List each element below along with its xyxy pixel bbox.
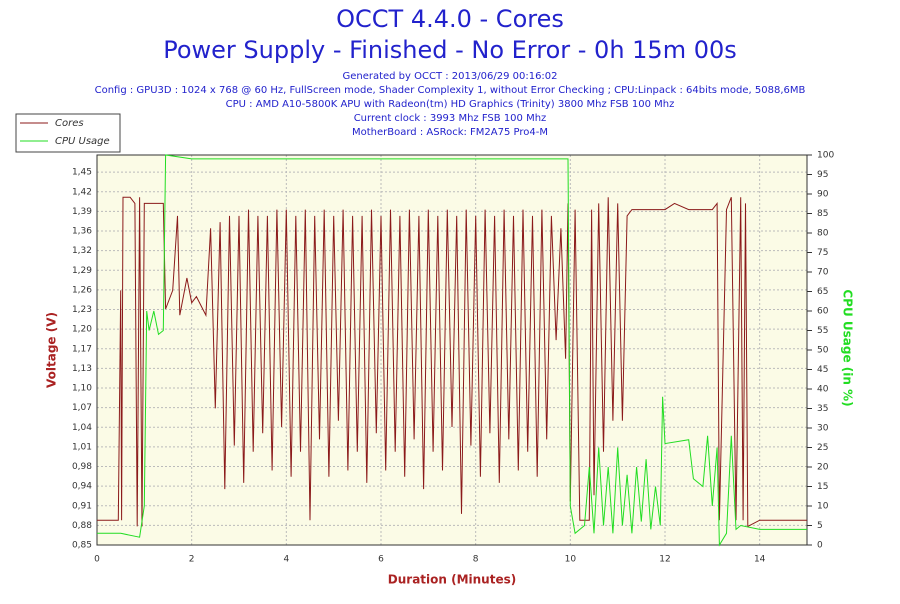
y-tick-label: 1,45 bbox=[72, 168, 92, 178]
y2-tick-label: 100 bbox=[817, 151, 834, 161]
plot-area bbox=[97, 155, 807, 545]
y2-tick-label: 35 bbox=[817, 404, 828, 414]
y2-tick-label: 55 bbox=[817, 326, 828, 336]
y2-tick-label: 25 bbox=[817, 443, 828, 453]
y-tick-label: 1,07 bbox=[72, 403, 92, 413]
y2-tick-label: 10 bbox=[817, 502, 829, 512]
x-tick-label: 14 bbox=[754, 555, 766, 565]
y2-tick-label: 45 bbox=[817, 365, 828, 375]
y-tick-label: 1,36 bbox=[72, 227, 92, 237]
y-tick-label: 1,10 bbox=[72, 384, 92, 394]
y-tick-label: 1,29 bbox=[72, 266, 92, 276]
x-tick-label: 8 bbox=[473, 555, 479, 565]
y-tick-label: 0,94 bbox=[72, 482, 92, 492]
y2-tick-label: 95 bbox=[817, 170, 828, 180]
y-tick-label: 0,88 bbox=[72, 521, 92, 531]
y2-tick-label: 85 bbox=[817, 209, 828, 219]
y2-tick-label: 65 bbox=[817, 287, 828, 297]
x-tick-label: 12 bbox=[659, 555, 670, 565]
info-line: Config : GPU3D : 1024 x 768 @ 60 Hz, Ful… bbox=[95, 85, 806, 96]
y2-tick-label: 70 bbox=[817, 268, 829, 278]
chart-subtitle: Power Supply - Finished - No Error - 0h … bbox=[163, 36, 737, 64]
y-tick-label: 1,26 bbox=[72, 285, 92, 295]
y-tick-label: 1,20 bbox=[72, 325, 92, 335]
y2-tick-label: 50 bbox=[817, 346, 829, 356]
y2-tick-label: 40 bbox=[817, 385, 829, 395]
y2-tick-label: 60 bbox=[817, 307, 829, 317]
y2-tick-label: 75 bbox=[817, 248, 828, 258]
plot-frame bbox=[96, 154, 808, 546]
legend-label: Cores bbox=[55, 118, 84, 129]
x-tick-label: 0 bbox=[94, 555, 100, 565]
legend bbox=[15, 113, 121, 153]
y-tick-label: 1,23 bbox=[72, 305, 92, 315]
y-tick-label: 1,01 bbox=[72, 442, 92, 452]
x-tick-label: 2 bbox=[189, 555, 195, 565]
y-tick-label: 1,17 bbox=[72, 344, 92, 354]
y2-tick-label: 90 bbox=[817, 190, 829, 200]
x-tick-label: 10 bbox=[565, 555, 577, 565]
y-tick-label: 1,32 bbox=[72, 246, 92, 256]
y-tick-label: 0,91 bbox=[72, 501, 92, 511]
data-line bbox=[97, 196, 807, 528]
y2-tick-label: 5 bbox=[817, 521, 823, 531]
y-tick-label: 1,39 bbox=[72, 207, 92, 217]
legend-label: CPU Usage bbox=[55, 136, 110, 147]
y2-tick-label: 20 bbox=[817, 463, 829, 473]
y-axis-label: Voltage (V) bbox=[45, 312, 59, 388]
x-tick-label: 4 bbox=[283, 555, 289, 565]
info-line: Current clock : 3993 Mhz FSB 100 Mhz bbox=[354, 113, 547, 124]
y2-tick-label: 30 bbox=[817, 424, 829, 434]
x-tick-label: 6 bbox=[378, 555, 384, 565]
y-tick-label: 0,98 bbox=[72, 462, 92, 472]
x-axis-label: Duration (Minutes) bbox=[388, 573, 516, 587]
y2-axis-label: CPU Usage (in %) bbox=[841, 289, 855, 406]
y2-tick-label: 80 bbox=[817, 229, 829, 239]
y-tick-label: 1,42 bbox=[72, 187, 92, 197]
info-line: CPU : AMD A10-5800K APU with Radeon(tm) … bbox=[226, 99, 675, 110]
y2-tick-label: 15 bbox=[817, 482, 828, 492]
y2-tick-label: 0 bbox=[817, 541, 823, 551]
data-line bbox=[97, 154, 807, 547]
chart-title: OCCT 4.4.0 - Cores bbox=[336, 5, 564, 33]
info-line: Generated by OCCT : 2013/06/29 00:16:02 bbox=[342, 71, 557, 82]
info-line: MotherBoard : ASRock: FM2A75 Pro4-M bbox=[352, 127, 548, 138]
y-tick-label: 0,85 bbox=[72, 541, 92, 551]
y-tick-label: 1,13 bbox=[72, 364, 92, 374]
y-tick-label: 1,04 bbox=[72, 423, 92, 433]
